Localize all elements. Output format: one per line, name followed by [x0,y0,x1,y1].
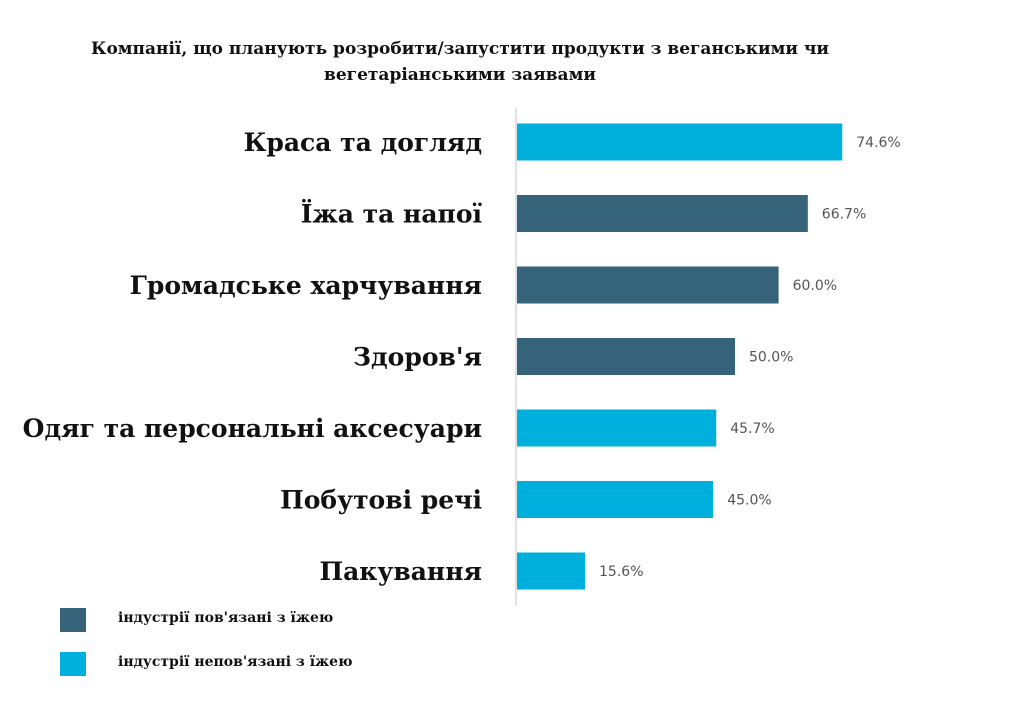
bar [517,195,808,232]
bar [517,123,843,161]
legend-swatch-related [60,608,86,632]
chart-title: Компанії, що планують розробити/запустит… [90,39,830,85]
value-label: 66.7% [822,207,866,223]
value-label: 45.7% [730,421,774,437]
category-label: Одяг та персональні аксесуари [23,414,482,443]
bar [517,266,779,304]
category-label: Їжа та напої [301,200,483,229]
category-label: Громадське харчування [130,271,482,300]
category-label: Здоров'я [353,343,482,372]
category-label: Побутові речі [280,486,482,515]
legend-label-unrelated: індустрії непов'язані з їжею [118,654,353,670]
bar [517,552,586,590]
bar [517,409,717,447]
value-label: 74.6% [856,135,900,151]
bar [517,481,714,518]
legend-swatch-unrelated [60,652,86,676]
value-label: 50.0% [749,350,793,366]
value-label: 15.6% [599,564,643,580]
category-label: Краса та догляд [244,128,482,157]
value-label: 45.0% [727,493,771,509]
category-label: Пакування [320,557,483,586]
legend-label-related: індустрії пов'язані з їжею [118,610,334,626]
bar [517,338,735,375]
value-label: 60.0% [793,278,837,294]
